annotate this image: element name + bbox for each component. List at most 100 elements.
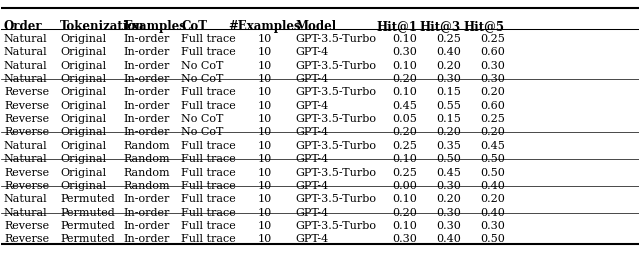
Text: In-order: In-order: [124, 47, 170, 57]
Text: Original: Original: [60, 34, 106, 44]
Text: In-order: In-order: [124, 74, 170, 84]
Text: Full trace: Full trace: [181, 141, 236, 151]
Text: In-order: In-order: [124, 234, 170, 244]
Text: 0.30: 0.30: [436, 208, 461, 218]
Text: 0.35: 0.35: [436, 141, 461, 151]
Text: Full trace: Full trace: [181, 208, 236, 218]
Text: 10: 10: [257, 167, 272, 178]
Text: Original: Original: [60, 127, 106, 137]
Text: Full trace: Full trace: [181, 34, 236, 44]
Text: Natural: Natural: [4, 60, 47, 70]
Text: No CoT: No CoT: [181, 74, 223, 84]
Text: 0.20: 0.20: [480, 127, 505, 137]
Text: 0.30: 0.30: [436, 181, 461, 191]
Text: GPT-3.5-Turbo: GPT-3.5-Turbo: [296, 60, 377, 70]
Text: Natural: Natural: [4, 154, 47, 164]
Text: GPT-4: GPT-4: [296, 181, 329, 191]
Text: Order: Order: [4, 20, 43, 33]
Text: 0.50: 0.50: [436, 154, 461, 164]
Text: 0.30: 0.30: [480, 60, 505, 70]
Text: Hit@5: Hit@5: [464, 20, 505, 33]
Text: 0.30: 0.30: [436, 74, 461, 84]
Text: 10: 10: [257, 34, 272, 44]
Text: Reverse: Reverse: [4, 101, 49, 111]
Text: 10: 10: [257, 234, 272, 244]
Text: GPT-3.5-Turbo: GPT-3.5-Turbo: [296, 141, 377, 151]
Text: 10: 10: [257, 114, 272, 124]
Text: GPT-4: GPT-4: [296, 127, 329, 137]
Text: 10: 10: [257, 127, 272, 137]
Text: Reverse: Reverse: [4, 87, 49, 97]
Text: 0.10: 0.10: [392, 87, 417, 97]
Text: 0.50: 0.50: [480, 234, 505, 244]
Text: CoT: CoT: [181, 20, 207, 33]
Text: GPT-3.5-Turbo: GPT-3.5-Turbo: [296, 194, 377, 204]
Text: Hit@1: Hit@1: [376, 20, 417, 33]
Text: 0.40: 0.40: [436, 234, 461, 244]
Text: Full trace: Full trace: [181, 194, 236, 204]
Text: 0.60: 0.60: [480, 101, 505, 111]
Text: GPT-3.5-Turbo: GPT-3.5-Turbo: [296, 114, 377, 124]
Text: Permuted: Permuted: [60, 208, 115, 218]
Text: 10: 10: [257, 194, 272, 204]
Text: 0.25: 0.25: [480, 114, 505, 124]
Text: 0.50: 0.50: [480, 154, 505, 164]
Text: 0.40: 0.40: [480, 208, 505, 218]
Text: Hit@3: Hit@3: [420, 20, 461, 33]
Text: GPT-4: GPT-4: [296, 154, 329, 164]
Text: Reverse: Reverse: [4, 127, 49, 137]
Text: GPT-4: GPT-4: [296, 101, 329, 111]
Text: 0.45: 0.45: [480, 141, 505, 151]
Text: Original: Original: [60, 87, 106, 97]
Text: 0.30: 0.30: [436, 221, 461, 231]
Text: GPT-3.5-Turbo: GPT-3.5-Turbo: [296, 167, 377, 178]
Text: In-order: In-order: [124, 208, 170, 218]
Text: 0.40: 0.40: [436, 47, 461, 57]
Text: Reverse: Reverse: [4, 221, 49, 231]
Text: 0.10: 0.10: [392, 221, 417, 231]
Text: In-order: In-order: [124, 101, 170, 111]
Text: GPT-4: GPT-4: [296, 74, 329, 84]
Text: 0.10: 0.10: [392, 154, 417, 164]
Text: No CoT: No CoT: [181, 127, 223, 137]
Text: 0.10: 0.10: [392, 194, 417, 204]
Text: Full trace: Full trace: [181, 181, 236, 191]
Text: Tokenization: Tokenization: [60, 20, 145, 33]
Text: Original: Original: [60, 60, 106, 70]
Text: 0.25: 0.25: [392, 167, 417, 178]
Text: 10: 10: [257, 154, 272, 164]
Text: Natural: Natural: [4, 194, 47, 204]
Text: 0.45: 0.45: [392, 101, 417, 111]
Text: 0.20: 0.20: [392, 208, 417, 218]
Text: Permuted: Permuted: [60, 194, 115, 204]
Text: In-order: In-order: [124, 34, 170, 44]
Text: Original: Original: [60, 114, 106, 124]
Text: 0.20: 0.20: [480, 194, 505, 204]
Text: Full trace: Full trace: [181, 154, 236, 164]
Text: Examples: Examples: [124, 20, 187, 33]
Text: Natural: Natural: [4, 208, 47, 218]
Text: Original: Original: [60, 181, 106, 191]
Text: 0.20: 0.20: [436, 60, 461, 70]
Text: 10: 10: [257, 101, 272, 111]
Text: 0.20: 0.20: [480, 87, 505, 97]
Text: Model: Model: [296, 20, 337, 33]
Text: Full trace: Full trace: [181, 87, 236, 97]
Text: 10: 10: [257, 87, 272, 97]
Text: 0.45: 0.45: [436, 167, 461, 178]
Text: Full trace: Full trace: [181, 47, 236, 57]
Text: 10: 10: [257, 74, 272, 84]
Text: Original: Original: [60, 141, 106, 151]
Text: 0.20: 0.20: [392, 127, 417, 137]
Text: Natural: Natural: [4, 141, 47, 151]
Text: 10: 10: [257, 181, 272, 191]
Text: Random: Random: [124, 167, 170, 178]
Text: Full trace: Full trace: [181, 167, 236, 178]
Text: 0.25: 0.25: [480, 34, 505, 44]
Text: 0.30: 0.30: [480, 74, 505, 84]
Text: 0.05: 0.05: [392, 114, 417, 124]
Text: 0.15: 0.15: [436, 87, 461, 97]
Text: 0.00: 0.00: [392, 181, 417, 191]
Text: Original: Original: [60, 74, 106, 84]
Text: 0.40: 0.40: [480, 181, 505, 191]
